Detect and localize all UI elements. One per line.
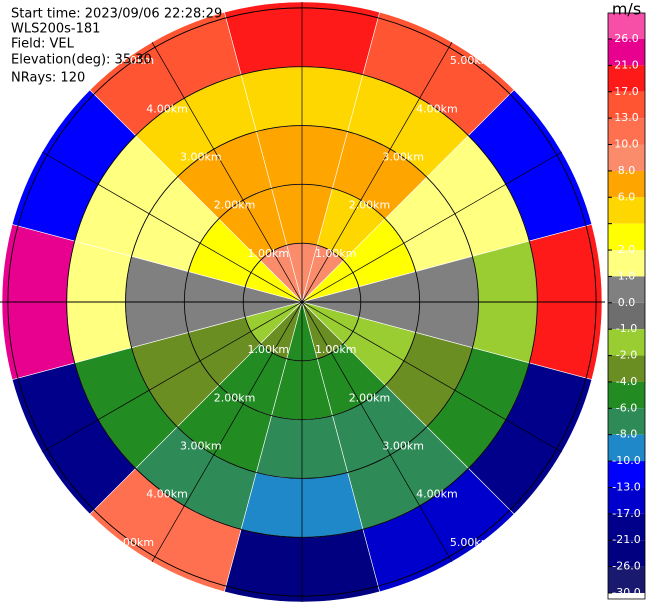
colorbar-tick-label: -13.0	[612, 480, 640, 493]
spoke	[42, 151, 303, 303]
colorbar-segment	[608, 408, 645, 435]
colorbar-segment	[608, 461, 645, 488]
colorbar-segment	[608, 540, 645, 567]
colorbar-frame	[607, 12, 646, 600]
colorbar-tick-label: 2.0	[618, 243, 636, 256]
colorbar-segment	[608, 197, 645, 224]
range-ring-label: 5.00km	[450, 536, 492, 549]
range-ring	[7, 7, 597, 597]
colorbar-segment	[608, 513, 645, 541]
colorbar-tick-label: -21.0	[612, 533, 640, 546]
colorbar-segment	[608, 329, 645, 356]
colorbar-segment	[608, 250, 645, 277]
colorbar-tick-label: 17.0	[614, 85, 639, 98]
range-ring-label: 3.00km	[180, 150, 222, 163]
colorbar-segment	[608, 276, 645, 303]
range-ring-label: 3.00km	[382, 150, 424, 163]
range-ring	[242, 242, 362, 362]
spoke	[301, 301, 562, 453]
range-ring	[183, 183, 421, 421]
range-ring-label: 2.00km	[214, 199, 256, 212]
colorbar-tick-label: -26.0	[612, 560, 640, 573]
colorbar-tick-label: -1.0	[616, 322, 637, 335]
annotation: Elevation(deg): 35.30	[11, 53, 152, 68]
colorbar-tick-label: 8.0	[618, 164, 636, 177]
annotation: WLS200s-181	[11, 22, 100, 37]
range-ring-label: 3.00km	[180, 440, 222, 453]
range-ring	[66, 66, 538, 538]
range-ring-label: 5.00km	[113, 536, 155, 549]
annotation: Start time: 2023/09/06 22:28:29	[11, 7, 222, 22]
colorbar-tick-label: -8.0	[616, 428, 637, 441]
colorbar-tick-label: 0.0	[618, 296, 636, 309]
colorbar-tick-label: -10.0	[612, 454, 640, 467]
colorbar-segment	[608, 13, 645, 39]
spoke	[151, 301, 303, 562]
colorbar-segment	[608, 487, 645, 514]
range-ring-label: 1.00km	[315, 343, 357, 356]
colorbar-segment	[608, 170, 645, 198]
colorbar-tick-label: 26.0	[614, 32, 639, 45]
colorbar-segment	[608, 91, 645, 119]
colorbar-segment	[608, 566, 645, 593]
colorbar: 26.0 21.0 17.0 13.0 10.0 8.0 6.0 2.0 1.0 0.0 -1.0 -…	[607, 0, 646, 600]
colorbar-segment	[608, 65, 645, 92]
range-ring-label: 5.00km	[113, 54, 155, 67]
colorbar-segment	[608, 381, 645, 409]
range-ring-label: 4.00km	[416, 488, 458, 501]
annotation: NRays: 120	[11, 71, 85, 86]
range-ring-label: 1.00km	[247, 343, 289, 356]
spoke	[42, 301, 303, 453]
colorbar-segment	[608, 223, 645, 251]
overlay: 1.00km 1.00km 1.00km 1.00km 2.00km 2.00km 2.00…	[0, 2, 605, 602]
colorbar-segment	[608, 434, 645, 462]
colorbar-tick-label: -4.0	[616, 375, 637, 388]
colorbar-tick-label: -2.0	[616, 349, 637, 362]
range-ring-label: 2.00km	[349, 199, 391, 212]
colorbar-tick-label: 21.0	[614, 58, 639, 71]
colorbar-title: m/s	[612, 0, 641, 19]
colorbar-segment	[608, 39, 645, 66]
colorbar-segment	[608, 302, 645, 330]
colorbar-tick-label: 6.0	[618, 190, 636, 203]
colorbar-tick-label: 10.0	[614, 138, 639, 151]
range-ring	[125, 125, 479, 479]
range-ring-label: 4.00km	[146, 488, 188, 501]
range-ring-label: 1.00km	[247, 247, 289, 260]
range-ring-label: 2.00km	[349, 391, 391, 404]
annotations: Start time: 2023/09/06 22:28:29WLS200s-1…	[11, 7, 222, 86]
range-ring-label: 4.00km	[416, 102, 458, 115]
colorbar-tick-label: -17.0	[612, 507, 640, 520]
range-ring-label: 1.00km	[315, 247, 357, 260]
colorbar-segment	[608, 144, 645, 171]
colorbar-segment	[608, 355, 645, 382]
range-ring-label: 5.00km	[450, 54, 492, 67]
spoke	[301, 151, 562, 303]
spoke	[301, 42, 453, 303]
colorbar-tick-label: 1.0	[618, 269, 636, 282]
colorbar-tick-label: 13.0	[614, 111, 639, 124]
colorbar-tick-label: -30.0	[612, 586, 640, 599]
spoke	[151, 42, 303, 303]
colorbar-tick-label: -6.0	[616, 401, 637, 414]
spoke	[301, 301, 453, 562]
annotation: Field: VEL	[11, 37, 75, 52]
range-ring-label: 4.00km	[146, 102, 188, 115]
range-ring-label: 3.00km	[382, 440, 424, 453]
colorbar-segment	[608, 118, 645, 145]
range-ring-label: 2.00km	[214, 391, 256, 404]
